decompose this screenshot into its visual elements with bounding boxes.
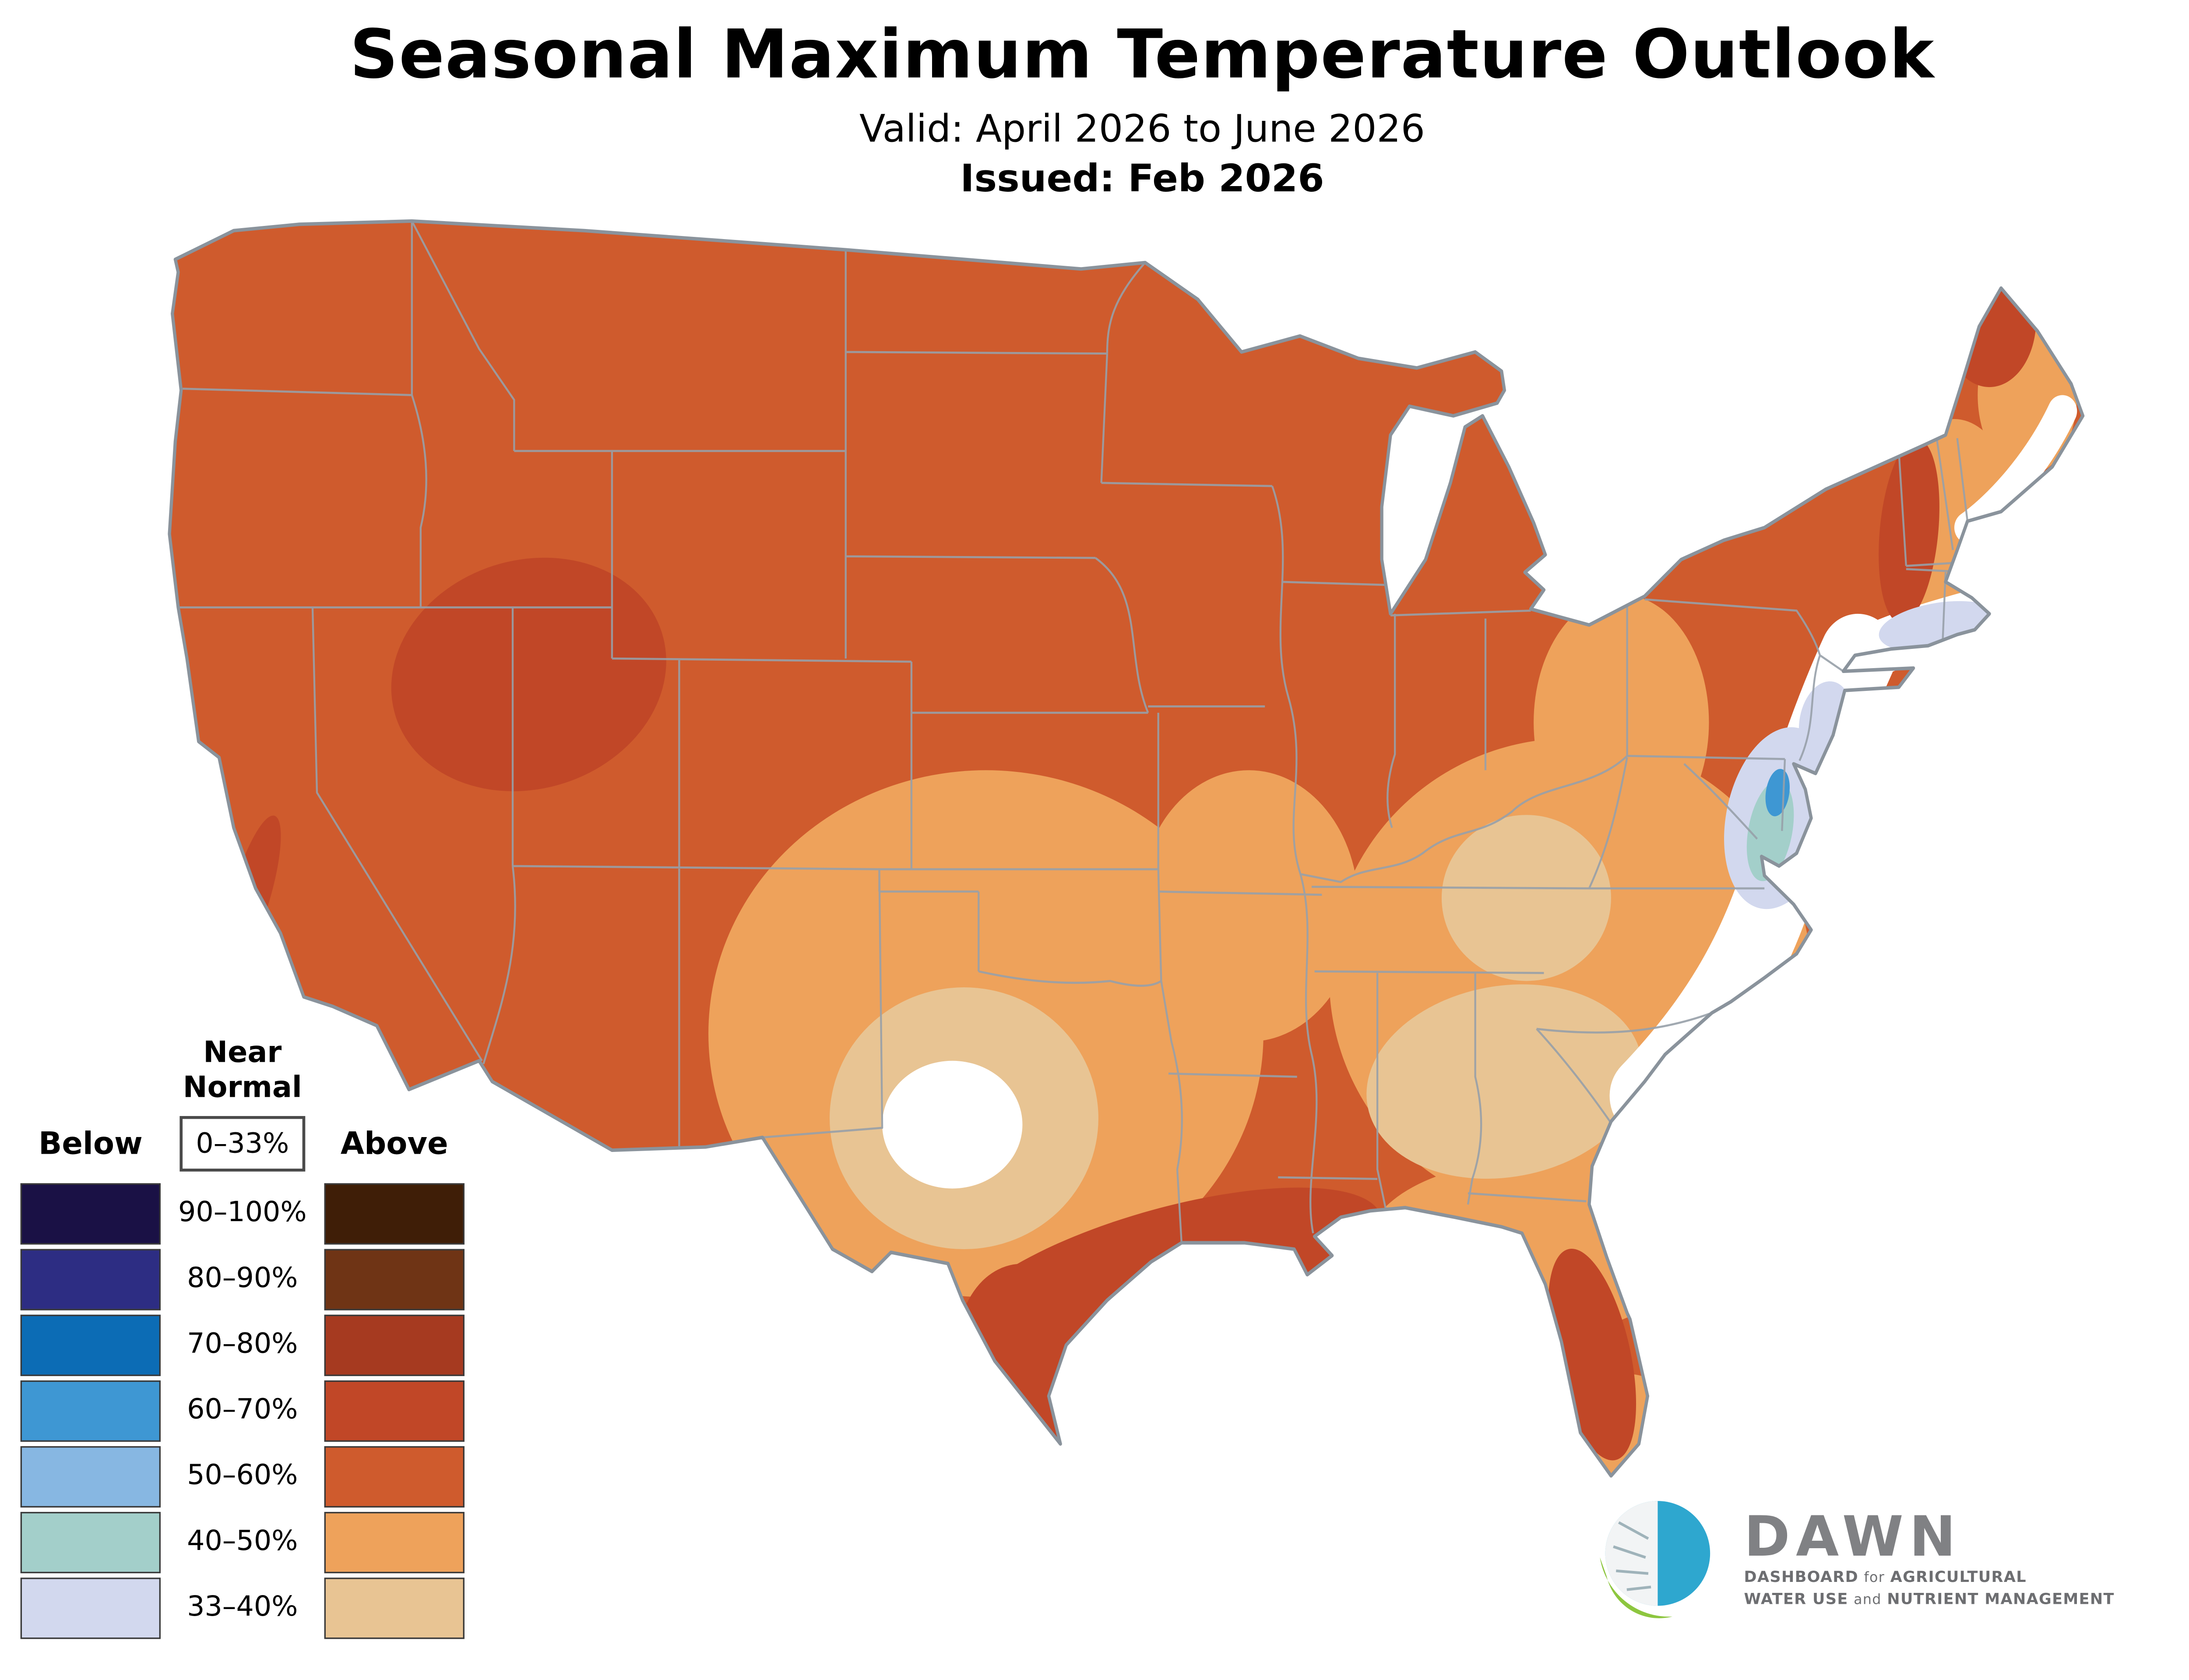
region-above-60-70-louisiana-delta — [1256, 1214, 1373, 1285]
tagline-dashboard: DASHBOARD — [1744, 1569, 1859, 1587]
tagline-and: and — [1854, 1592, 1882, 1609]
legend-grid: 90–100% 80–90% 70–80% 60–70% 50–60% 40–5… — [20, 1183, 465, 1639]
valid-period-label: Valid: April 2026 to June 2026 — [859, 108, 1425, 152]
region-above-60-70-vermont-east-ny — [1879, 438, 1939, 623]
below-swatch-33-40 — [20, 1578, 161, 1639]
above-swatch-70-80 — [324, 1314, 465, 1376]
above-swatch-90-100 — [324, 1183, 465, 1245]
below-label: Below — [38, 1126, 143, 1162]
range-label: 40–50% — [187, 1525, 298, 1557]
above-swatch-50-60 — [324, 1446, 465, 1508]
below-swatch-60-70 — [20, 1380, 161, 1442]
region-near-normal-central-texas-core — [882, 1060, 1023, 1189]
state-borders — [178, 221, 1972, 1245]
above-swatch-60-70 — [324, 1380, 465, 1442]
range-label: 70–80% — [187, 1328, 298, 1360]
dawn-logo-name: DAWN — [1744, 1505, 1962, 1569]
near-normal-range-box: 0–33% — [179, 1116, 306, 1172]
region-above-33-40-kentucky-tennessee — [1441, 815, 1611, 981]
us-outlook-map — [146, 164, 2111, 1505]
header: Seasonal Maximum Temperature Outlook Val… — [0, 14, 2189, 201]
near-normal-label: Near Normal — [183, 1034, 302, 1105]
above-label: Above — [340, 1126, 448, 1162]
below-swatch-40-50 — [20, 1512, 161, 1574]
range-label: 80–90% — [187, 1262, 298, 1294]
dawn-logo: DAWN DASHBOARD for AGRICULTURAL WATER US… — [1589, 1493, 2115, 1627]
below-swatch-90-100 — [20, 1183, 161, 1245]
issued-date-label: Issued: Feb 2026 — [960, 158, 1324, 202]
region-above-40-50-ohio-valley — [1534, 595, 1709, 850]
legend: Near Normal Below 0–33% Above 90–100% 80… — [20, 1034, 465, 1639]
page-title: Seasonal Maximum Temperature Outlook — [349, 14, 1935, 94]
range-label: 50–60% — [187, 1459, 298, 1492]
dawn-logo-icon — [1600, 1501, 1710, 1618]
range-label: 90–100% — [178, 1196, 307, 1229]
below-swatch-50-60 — [20, 1446, 161, 1508]
below-swatch-80-90 — [20, 1249, 161, 1310]
region-above-60-70-great-basin — [391, 557, 666, 792]
above-swatch-40-50 — [324, 1512, 465, 1574]
tagline-water-use: WATER USE — [1744, 1591, 1848, 1609]
region-above-40-50-missouri — [1139, 770, 1358, 1042]
dawn-logo-text: DAWN DASHBOARD for AGRICULTURAL WATER US… — [1744, 1505, 2115, 1611]
dawn-tagline-line2: WATER USE and NUTRIENT MANAGEMENT — [1744, 1589, 2115, 1611]
region-above-40-50-florida-panhandle — [1365, 1161, 1687, 1337]
tagline-for: for — [1864, 1570, 1885, 1587]
range-label: 60–70% — [187, 1393, 298, 1426]
region-above-60-70-north-maine — [1943, 253, 2036, 387]
range-label: 33–40% — [187, 1591, 298, 1623]
above-swatch-33-40 — [324, 1578, 465, 1639]
tagline-agricultural: AGRICULTURAL — [1890, 1569, 2027, 1587]
dawn-tagline-line1: DASHBOARD for AGRICULTURAL — [1744, 1567, 2115, 1589]
above-swatch-80-90 — [324, 1249, 465, 1310]
below-swatch-70-80 — [20, 1314, 161, 1376]
tagline-nutrient-management: NUTRIENT MANAGEMENT — [1887, 1591, 2115, 1609]
